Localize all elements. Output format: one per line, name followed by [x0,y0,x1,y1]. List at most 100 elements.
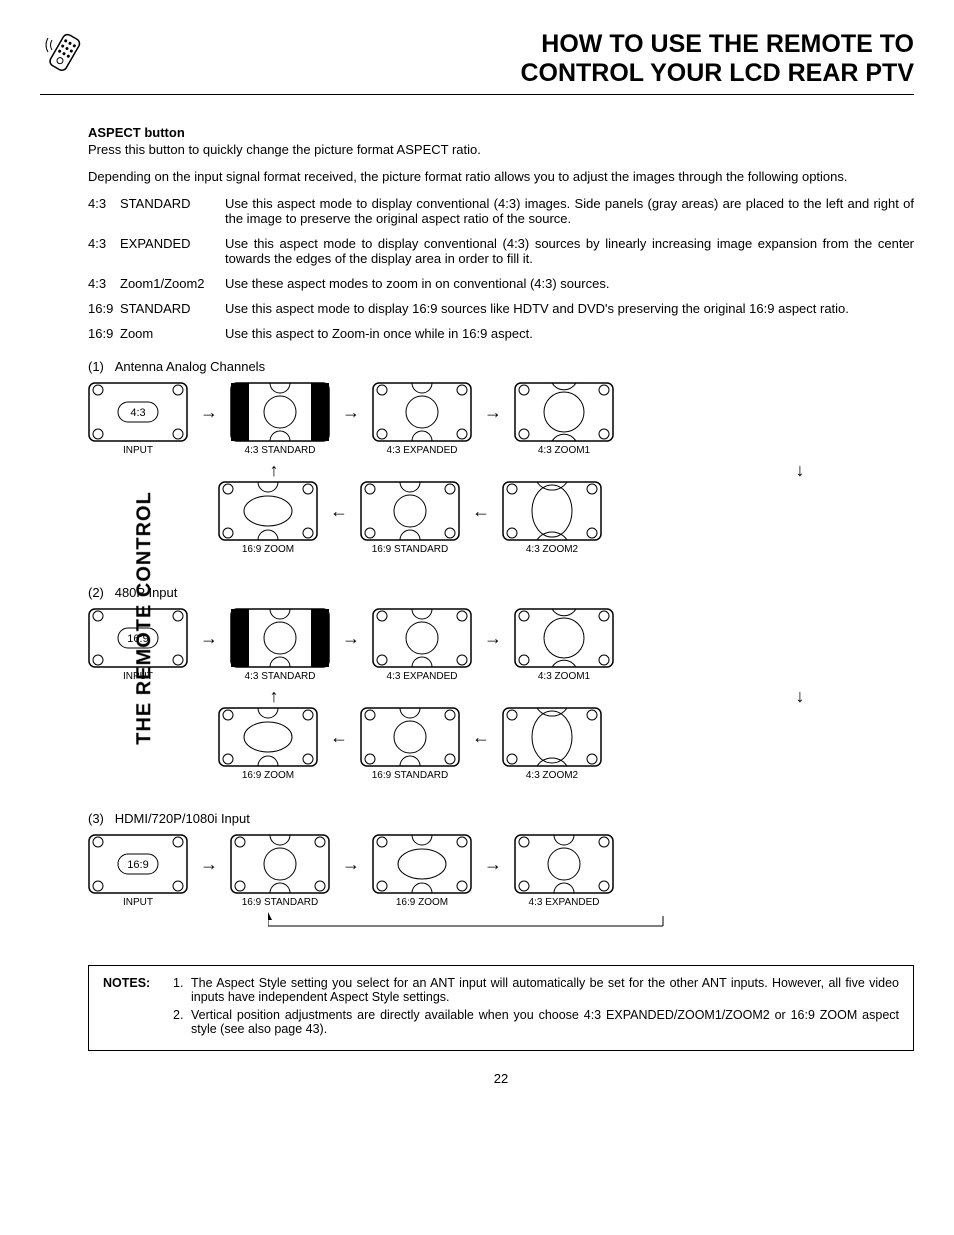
page-header: HOW TO USE THE REMOTE TO CONTROL YOUR LC… [40,30,914,88]
aspect-name: EXPANDED [120,236,225,266]
aspect-desc-text: Use this aspect mode to display 16:9 sou… [225,301,914,316]
arrow-down-icon: ↓ [744,460,856,481]
aspect-intro: Press this button to quickly change the … [88,142,914,157]
aspect-desc-text: Use these aspect modes to zoom in on con… [225,276,914,291]
notes-box: NOTES: 1.The Aspect Style setting you se… [88,965,914,1051]
svg-text:16:9: 16:9 [127,859,148,871]
title-line-1: HOW TO USE THE REMOTE TO [541,30,914,58]
tv-caption: 4:3 ZOOM1 [538,671,590,682]
diagram-row-top: 16:9INPUT→4:3 STANDARD→4:3 EXPANDED→4:3 … [88,608,914,682]
tv-box [218,481,318,541]
tv-unit: 16:9 ZOOM [218,481,318,555]
aspect-table: 4:3STANDARDUse this aspect mode to displ… [88,196,914,341]
tv-box [514,382,614,442]
tv-box [360,481,460,541]
note-item: 2.Vertical position adjustments are dire… [173,1008,899,1036]
tv-unit: 16:9INPUT [88,834,188,908]
tv-caption: 16:9 ZOOM [396,897,448,908]
tv-box [372,834,472,894]
aspect-heading: ASPECT button [88,125,914,140]
aspect-row: 4:3Zoom1/Zoom2Use these aspect modes to … [88,276,914,291]
tv-box [372,608,472,668]
tv-unit: 4:3 ZOOM1 [514,608,614,682]
tv-unit: 4:3 ZOOM2 [502,481,602,555]
tv-unit: 16:9 ZOOM [372,834,472,908]
arrow-right-icon: → [200,629,218,661]
aspect-ratio: 16:9 [88,301,120,316]
tv-caption: 4:3 STANDARD [245,445,316,456]
tv-caption: 16:9 ZOOM [242,770,294,781]
title-line-2: CONTROL YOUR LCD REAR PTV [520,59,914,87]
header-rule [40,94,914,95]
tv-box [502,481,602,541]
tv-box [360,707,460,767]
arrow-right-icon: → [484,855,502,887]
tv-box [230,608,330,668]
tv-box [372,382,472,442]
diagram-row-bottom: 16:9 ZOOM←16:9 STANDARD←4:3 ZOOM2 [218,481,914,555]
tv-box [230,382,330,442]
diagram-section: (2) 480P Input16:9INPUT→4:3 STANDARD→4:3… [88,585,914,781]
tv-unit: 4:3 STANDARD [230,608,330,682]
arrow-right-icon: → [200,403,218,435]
diagram-title: (3) HDMI/720P/1080i Input [88,811,914,826]
diagram-row-top: 4:3INPUT→4:3 STANDARD→4:3 EXPANDED→4:3 Z… [88,382,914,456]
arrow-right-icon: → [484,629,502,661]
tv-unit: 16:9 STANDARD [360,707,460,781]
notes-label: NOTES: [103,976,173,1040]
note-text: Vertical position adjustments are direct… [191,1008,899,1036]
diagram-row-bottom: 16:9 ZOOM ← 16:9 STANDARD ← 4:3 ZOOM2 [218,707,914,781]
page-title: HOW TO USE THE REMOTE TO CONTROL YOUR LC… [90,30,914,88]
tv-unit: 16:9 STANDARD [360,481,460,555]
aspect-ratio: 16:9 [88,326,120,341]
tv-box [218,707,318,767]
aspect-row: 4:3EXPANDEDUse this aspect mode to displ… [88,236,914,266]
svg-text:16:9: 16:9 [127,633,148,645]
tv-caption: 4:3 EXPANDED [529,897,600,908]
aspect-desc-text: Use this aspect mode to display conventi… [225,196,914,226]
arrow-left-icon: ← [330,728,348,760]
aspect-ratio: 4:3 [88,276,120,291]
loopback-arrow [268,912,914,935]
connector-row: ↑↓ [218,460,914,481]
arrow-left-icon: ← [472,728,490,760]
tv-caption: 16:9 STANDARD [372,770,449,781]
arrow-down-icon: ↓ [744,686,856,707]
tv-unit: 4:3 ZOOM2 [502,707,602,781]
tv-unit: 4:3 ZOOM1 [514,382,614,456]
aspect-row: 16:9STANDARDUse this aspect mode to disp… [88,301,914,316]
tv-box [514,834,614,894]
arrow-right-icon: → [200,855,218,887]
tv-unit: 16:9 STANDARD [230,834,330,908]
tv-unit: 4:3 EXPANDED [372,382,472,456]
remote-icon [40,30,90,75]
aspect-name: Zoom [120,326,225,341]
arrow-right-icon: → [342,403,360,435]
page-number: 22 [88,1071,914,1086]
aspect-row: 4:3STANDARDUse this aspect mode to displ… [88,196,914,226]
diagram-title: (1) Antenna Analog Channels [88,359,914,374]
arrow-right-icon: → [342,855,360,887]
tv-unit: 4:3 EXPANDED [514,834,614,908]
tv-unit: 16:9 ZOOM [218,707,318,781]
aspect-desc-text: Use this aspect mode to display conventi… [225,236,914,266]
tv-unit: 4:3 EXPANDED [372,608,472,682]
tv-box [502,707,602,767]
note-text: The Aspect Style setting you select for … [191,976,899,1004]
arrow-up-icon: ↑ [218,460,330,481]
aspect-desc-text: Use this aspect to Zoom-in once while in… [225,326,914,341]
tv-caption: 4:3 EXPANDED [387,445,458,456]
arrow-up-icon: ↑ [218,686,330,707]
tv-box [514,608,614,668]
tv-box [230,834,330,894]
connector-row: ↑↓ [218,686,914,707]
note-item: 1.The Aspect Style setting you select fo… [173,976,899,1004]
tv-caption: 16:9 ZOOM [242,544,294,555]
tv-caption: 4:3 EXPANDED [387,671,458,682]
diagram-section: (1) Antenna Analog Channels4:3INPUT→4:3 … [88,359,914,555]
tv-unit: 4:3 STANDARD [230,382,330,456]
diagram-row-top: 16:9INPUT → 16:9 STANDARD → 16:9 ZOOM → 4:3 EX… [88,834,914,908]
tv-caption: 4:3 ZOOM2 [526,544,578,555]
arrow-right-icon: → [484,403,502,435]
tv-box: 16:9 [88,834,188,894]
